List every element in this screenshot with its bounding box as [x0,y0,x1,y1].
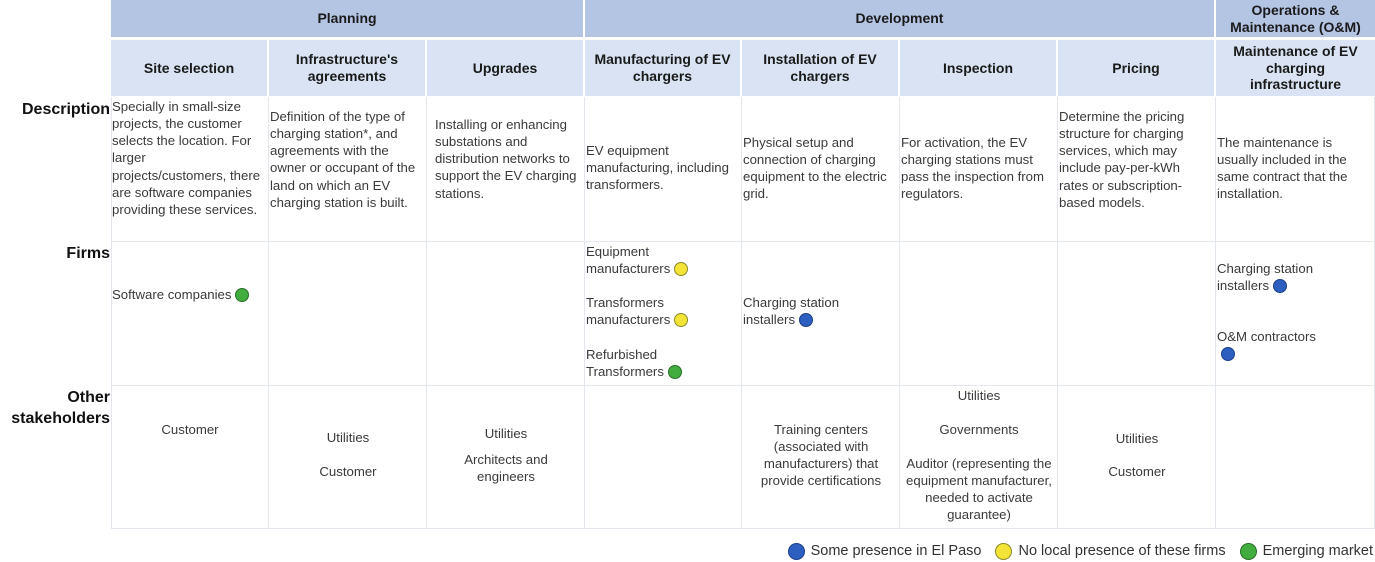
status-dot-green-icon [235,288,250,302]
col-header-installation: Installation of EV chargers [742,40,898,96]
status-dot-blue-icon [1221,347,1235,362]
cell-desc-manufacturing [585,97,742,242]
col-header-maintenance: Maintenance of EV charging infrastructur… [1216,40,1375,96]
firm-refurbished-transformers: Refurbished Transformers [586,346,711,380]
phase-planning: Planning [111,0,583,37]
other-inspection-auditor: Auditor (representing the equipment manu… [906,456,1052,523]
cell-desc-inspection [900,97,1058,242]
desc-inspection: For activation, the EV charging stations… [901,135,1044,202]
desc-installation: Physical setup and connection of chargin… [743,135,887,202]
cell-desc-installation [742,97,900,242]
cell-firms-installation [742,242,900,386]
legend-green-dot-icon [1239,542,1257,560]
col-header-pricing: Pricing [1058,40,1214,96]
status-dot-green-icon [667,365,682,380]
cell-other-manufacturing [585,386,742,529]
desc-site-selection: Specially in small-size projects, the cu… [112,99,261,217]
other-inspection-utilities: Utilities [957,388,1001,403]
cell-desc-site-selection [111,97,269,242]
other-pricing-customer: Customer [1108,464,1166,479]
desc-pricing: Determine the pricing structure for char… [1059,109,1185,210]
cell-desc-pricing [1058,97,1216,242]
legend: Some presence in El Paso No local presen… [774,541,1373,561]
cell-firms-site-selection [111,242,269,386]
legend-item-emerging-market: Emerging market [1239,542,1373,560]
other-pricing-utilities: Utilities [1115,431,1159,446]
cell-firms-manufacturing [585,242,742,386]
other-installation-training-centers: Training centers (associated with manufa… [760,422,882,489]
other-agreements-utilities: Utilities [326,430,370,445]
cell-firms-upgrades [427,242,585,386]
firm-software-companies: Software companies [112,286,262,303]
phase-om: Operations & Maintenance (O&M) [1216,0,1375,37]
legend-item-no-local-presence: No local presence of these firms [995,542,1226,560]
cell-firms-agreements [269,242,427,386]
col-header-upgrades: Upgrades [427,40,583,96]
cell-other-pricing [1058,386,1216,529]
firm-equipment-manufacturers: Equipment manufacturers [586,243,716,277]
phase-development: Development [585,0,1214,37]
desc-maintenance: The maintenance is usually included in t… [1217,135,1348,202]
other-agreements-customer: Customer [319,464,377,479]
firm-om-charging-station-installers: Charging station installers [1217,261,1314,294]
cell-other-installation [742,386,900,529]
col-header-site-selection: Site selection [111,40,267,96]
other-inspection-governments: Governments [939,422,1019,437]
cell-other-agreements [269,386,427,529]
cell-firms-inspection [900,242,1058,386]
cell-other-maintenance [1216,386,1375,529]
legend-blue-dot-icon [787,542,805,560]
firm-charging-station-installers: Charging station installers [743,295,840,328]
legend-yellow-dot-icon [995,542,1013,560]
cell-firms-maintenance [1216,242,1375,386]
phase-planning-label: Planning [317,10,377,27]
desc-upgrades: Installing or enhancing substations and … [435,117,577,201]
desc-agreements: Definition of the type of charging stati… [270,109,416,210]
legend-item-some-presence: Some presence in El Paso [787,542,981,560]
desc-manufacturing: EV equipment manufacturing, including tr… [586,143,729,193]
firm-transformers-manufacturers: Transformers manufacturers [586,294,716,328]
other-upgrades-utilities: Utilities [484,426,528,441]
cell-desc-maintenance [1216,97,1375,242]
status-dot-yellow-icon [674,313,689,328]
other-upgrades-architects: Architects and engineers [464,452,548,485]
col-header-agreements: Infrastructure's agreements [269,40,425,96]
cell-other-upgrades [427,386,585,529]
col-header-manufacturing: Manufacturing of EV chargers [585,40,740,96]
status-dot-blue-icon [1273,279,1288,294]
col-header-inspection: Inspection [900,40,1056,96]
phase-om-label: Operations & Maintenance (O&M) [1230,2,1361,35]
cell-firms-pricing [1058,242,1216,386]
row-label-firms: Firms [66,245,110,262]
cell-other-site-selection [111,386,269,529]
status-dot-blue-icon [799,313,814,328]
cell-desc-agreements [269,97,427,242]
status-dot-yellow-icon [674,262,689,277]
cell-desc-upgrades [427,97,585,242]
row-label-description: Description [21,101,110,118]
phase-development-label: Development [855,10,944,27]
firm-om-contractors: O&M contractors [1217,328,1317,362]
row-label-other-stakeholders: Other stakeholders [11,389,110,427]
other-site-selection-customer: Customer [161,422,219,437]
cell-other-inspection [900,386,1058,529]
